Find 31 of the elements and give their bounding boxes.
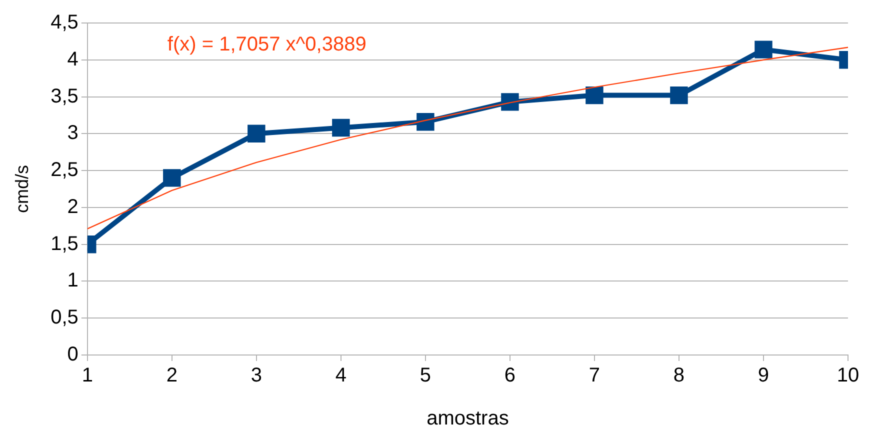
point — [670, 86, 688, 104]
point — [586, 86, 604, 104]
point — [248, 124, 266, 143]
y-tick-label: 3,5 — [50, 85, 78, 108]
point — [416, 113, 434, 131]
x-tick-label: 9 — [758, 364, 770, 387]
x-tick-label: 4 — [335, 364, 346, 387]
x-tick-label: 2 — [166, 364, 178, 387]
y-tick-label: 2,5 — [50, 159, 78, 182]
y-tick-label: 1 — [67, 270, 78, 292]
y-tick-label: 2 — [67, 196, 78, 218]
y-tick-label: 1,5 — [50, 232, 78, 255]
x-tick-label: 10 — [836, 364, 860, 387]
y-tick-label: 4 — [67, 48, 78, 70]
y-tick-label: 0 — [67, 344, 78, 366]
point — [501, 93, 519, 111]
y-tick-label: 4,5 — [50, 12, 78, 34]
y-tick-label: 0,5 — [50, 306, 78, 329]
x-tick-label: 8 — [673, 364, 685, 387]
point — [163, 169, 181, 187]
x-axis-title: amostras — [426, 408, 509, 430]
y-tick-label: 3 — [67, 122, 78, 144]
annotation: f(x) = 1,7057 x^0,3889 — [167, 34, 366, 56]
x-tick-label: 3 — [250, 364, 262, 387]
x-tick-label: 6 — [504, 364, 516, 387]
x-tick-label: 5 — [420, 364, 432, 387]
x-tick-label: 1 — [82, 364, 93, 387]
point — [754, 40, 772, 58]
y-axis-title: cmd/s — [12, 164, 32, 214]
x-tick-label: 7 — [588, 364, 600, 387]
point — [332, 118, 350, 137]
